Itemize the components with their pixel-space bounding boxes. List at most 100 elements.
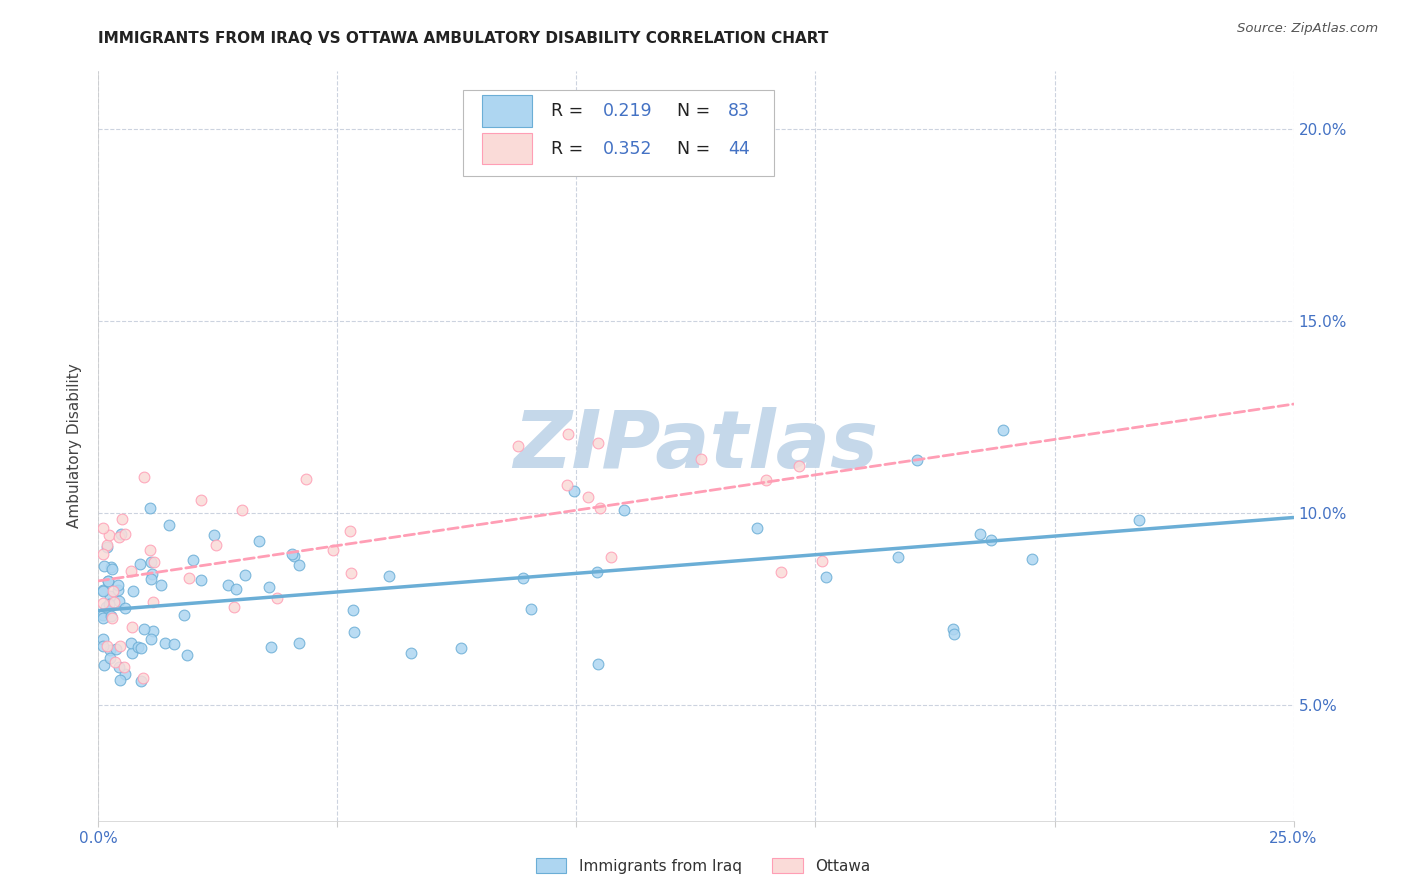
Point <box>181 553 204 567</box>
Point <box>104 642 127 657</box>
Y-axis label: Ambulatory Disability: Ambulatory Disability <box>67 364 83 528</box>
Point <box>98 651 121 665</box>
Point <box>142 595 165 609</box>
Point <box>91 521 114 535</box>
Point <box>173 607 195 622</box>
Point <box>114 601 136 615</box>
Point <box>1128 513 1150 527</box>
Point <box>139 632 162 646</box>
Text: N =: N = <box>676 139 716 158</box>
Point <box>91 610 114 624</box>
Point <box>101 583 124 598</box>
Point <box>613 502 636 516</box>
Point <box>190 493 212 508</box>
Text: Source: ZipAtlas.com: Source: ZipAtlas.com <box>1237 22 1378 36</box>
Point <box>139 555 162 569</box>
Point <box>104 655 127 669</box>
Point <box>555 477 578 491</box>
Point <box>108 659 131 673</box>
Point <box>202 528 225 542</box>
FancyBboxPatch shape <box>482 133 533 164</box>
FancyBboxPatch shape <box>482 95 533 127</box>
Point <box>283 549 305 563</box>
Point <box>110 527 132 541</box>
Point <box>690 451 713 466</box>
Point <box>755 473 778 487</box>
Point <box>129 673 152 688</box>
Point <box>157 517 180 532</box>
Text: 83: 83 <box>728 102 751 120</box>
Point <box>96 540 118 554</box>
Point <box>787 458 810 473</box>
Point <box>100 560 122 574</box>
Point <box>814 570 837 584</box>
Point <box>120 636 142 650</box>
Point <box>266 591 288 605</box>
Point <box>512 571 534 585</box>
Text: 44: 44 <box>728 139 749 158</box>
Point <box>122 584 145 599</box>
Point <box>322 542 344 557</box>
Point <box>127 640 149 654</box>
Point <box>107 582 129 597</box>
Point <box>564 484 586 499</box>
Point <box>96 639 118 653</box>
Point <box>91 583 114 598</box>
Point <box>94 599 117 614</box>
Point <box>108 531 131 545</box>
Point <box>176 648 198 662</box>
Point <box>97 574 120 589</box>
Point <box>153 636 176 650</box>
Point <box>288 558 311 573</box>
Point <box>260 640 283 654</box>
Point <box>190 574 212 588</box>
Point <box>770 566 793 580</box>
Point <box>134 470 156 484</box>
Point <box>91 607 114 622</box>
Point <box>399 646 422 660</box>
Point <box>217 577 239 591</box>
Point <box>114 526 136 541</box>
Point <box>342 603 364 617</box>
Text: 0.219: 0.219 <box>603 102 652 120</box>
Point <box>97 574 120 589</box>
Text: ZIPatlas: ZIPatlas <box>513 407 879 485</box>
Point <box>281 547 304 561</box>
Point <box>139 572 162 586</box>
Point <box>96 538 118 552</box>
Point <box>980 533 1002 547</box>
Text: IMMIGRANTS FROM IRAQ VS OTTAWA AMBULATORY DISABILITY CORRELATION CHART: IMMIGRANTS FROM IRAQ VS OTTAWA AMBULATOR… <box>98 31 828 46</box>
Point <box>905 453 928 467</box>
Point <box>93 558 115 573</box>
Point <box>586 657 609 671</box>
Point <box>179 571 201 585</box>
Text: R =: R = <box>551 102 589 120</box>
Point <box>98 589 121 603</box>
Point <box>101 562 124 576</box>
Point <box>142 624 165 639</box>
Point <box>589 500 612 515</box>
Point <box>450 640 472 655</box>
Point <box>231 503 253 517</box>
Point <box>339 566 361 580</box>
Point <box>110 512 132 526</box>
Point <box>103 595 125 609</box>
FancyBboxPatch shape <box>463 90 773 177</box>
Point <box>138 543 160 558</box>
Point <box>98 598 121 612</box>
Point <box>288 635 311 649</box>
Point <box>114 667 136 681</box>
Point <box>247 534 270 549</box>
Point <box>991 423 1014 437</box>
Point <box>810 554 832 568</box>
Point <box>1021 552 1043 566</box>
Point <box>91 584 114 599</box>
Point <box>745 521 768 535</box>
Point <box>110 639 132 653</box>
Point <box>98 527 121 541</box>
Point <box>225 582 247 596</box>
Point <box>141 566 163 581</box>
Point <box>91 632 114 647</box>
Point <box>108 673 131 688</box>
Legend: Immigrants from Iraq, Ottawa: Immigrants from Iraq, Ottawa <box>530 852 876 880</box>
